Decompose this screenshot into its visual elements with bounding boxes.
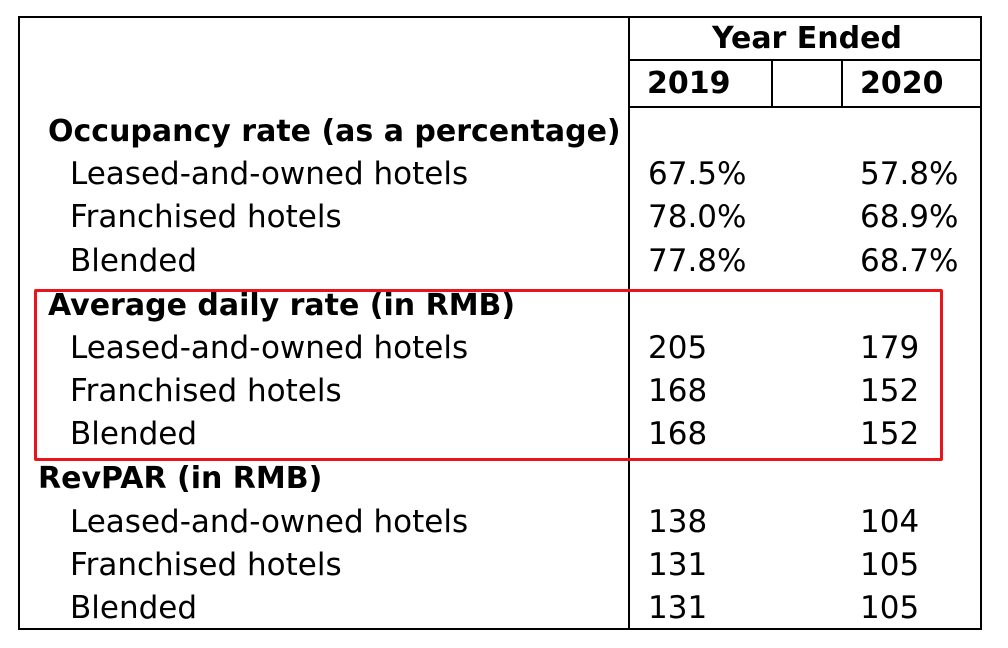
value-2019: 77.8% — [648, 243, 747, 279]
row-label: Leased-and-owned hotels — [70, 504, 469, 540]
value-2020: 105 — [860, 547, 920, 583]
value-2019: 168 — [648, 416, 708, 452]
value-2020: 68.9% — [860, 199, 959, 235]
year-divider-right — [841, 59, 843, 108]
section-title-revpar: RevPAR (in RMB) — [38, 461, 323, 496]
table-frame — [18, 16, 982, 630]
section-title-occupancy: Occupancy rate (as a percentage) — [48, 114, 621, 149]
column-divider-label-values — [628, 16, 630, 630]
row-label: Blended — [70, 243, 198, 279]
year-2019-header: 2019 — [647, 66, 731, 101]
header-divider-top — [628, 59, 982, 61]
value-2019: 138 — [648, 504, 708, 540]
row-label: Franchised hotels — [70, 547, 342, 583]
highlight-box-average-daily-rate — [34, 289, 943, 461]
value-2020: 104 — [860, 504, 920, 540]
value-2020: 105 — [860, 590, 920, 626]
value-2019: 131 — [648, 547, 708, 583]
value-2020: 68.7% — [860, 243, 959, 279]
value-2020: 179 — [860, 330, 920, 366]
row-label: Franchised hotels — [70, 199, 342, 235]
value-2020: 152 — [860, 373, 920, 409]
row-label: Blended — [70, 416, 198, 452]
value-2020: 152 — [860, 416, 920, 452]
value-2019: 78.0% — [648, 199, 747, 235]
section-title-average-daily-rate: Average daily rate (in RMB) — [48, 288, 516, 323]
value-2019: 131 — [648, 590, 708, 626]
year-divider-left — [771, 59, 773, 108]
value-2020: 57.8% — [860, 156, 959, 192]
value-2019: 168 — [648, 373, 708, 409]
header-divider-bottom — [628, 106, 982, 108]
value-2019: 205 — [648, 330, 708, 366]
year-2020-header: 2020 — [860, 66, 944, 101]
year-ended-header: Year Ended — [712, 21, 902, 56]
row-label: Blended — [70, 590, 198, 626]
row-label: Leased-and-owned hotels — [70, 330, 469, 366]
value-2019: 67.5% — [648, 156, 747, 192]
row-label: Franchised hotels — [70, 373, 342, 409]
row-label: Leased-and-owned hotels — [70, 156, 469, 192]
